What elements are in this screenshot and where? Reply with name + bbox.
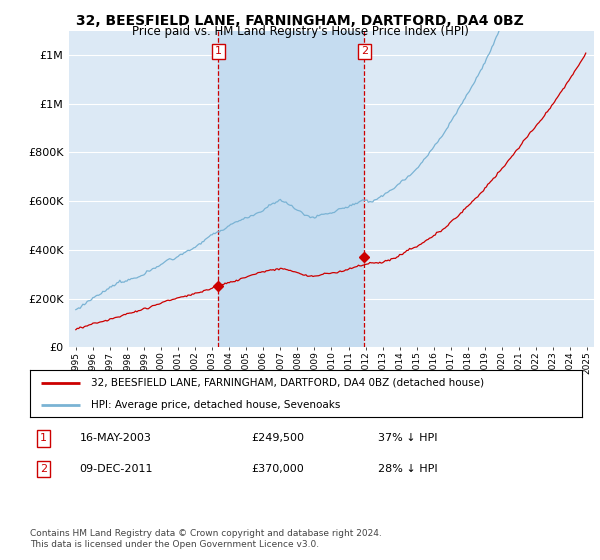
Text: 32, BEESFIELD LANE, FARNINGHAM, DARTFORD, DA4 0BZ: 32, BEESFIELD LANE, FARNINGHAM, DARTFORD… xyxy=(76,14,524,28)
Text: 32, BEESFIELD LANE, FARNINGHAM, DARTFORD, DA4 0BZ (detached house): 32, BEESFIELD LANE, FARNINGHAM, DARTFORD… xyxy=(91,378,484,388)
Text: £249,500: £249,500 xyxy=(251,433,304,444)
Text: Price paid vs. HM Land Registry's House Price Index (HPI): Price paid vs. HM Land Registry's House … xyxy=(131,25,469,38)
Bar xyxy=(218,31,364,347)
Text: HPI: Average price, detached house, Sevenoaks: HPI: Average price, detached house, Seve… xyxy=(91,400,340,410)
Text: 2: 2 xyxy=(361,46,368,57)
Text: Contains HM Land Registry data © Crown copyright and database right 2024.
This d: Contains HM Land Registry data © Crown c… xyxy=(30,529,382,549)
Text: 2: 2 xyxy=(40,464,47,474)
Text: 37% ↓ HPI: 37% ↓ HPI xyxy=(378,433,437,444)
Text: 1: 1 xyxy=(215,46,222,57)
Text: 1: 1 xyxy=(40,433,47,444)
Text: 09-DEC-2011: 09-DEC-2011 xyxy=(80,464,153,474)
Text: 28% ↓ HPI: 28% ↓ HPI xyxy=(378,464,437,474)
Text: 16-MAY-2003: 16-MAY-2003 xyxy=(80,433,152,444)
Text: £370,000: £370,000 xyxy=(251,464,304,474)
